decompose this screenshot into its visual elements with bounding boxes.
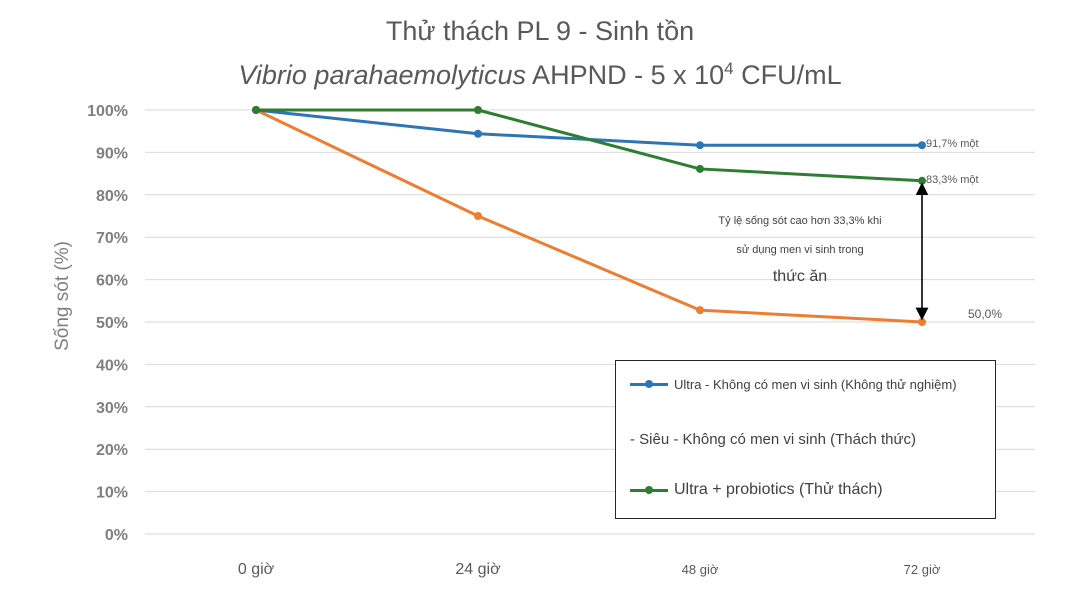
series-line — [256, 108, 923, 183]
data-point — [252, 106, 260, 114]
y-tick-label: 50% — [96, 315, 128, 332]
data-point — [696, 141, 704, 150]
subtitle-italic: Vibrio parahaemolyticus — [238, 60, 527, 90]
data-point — [696, 306, 704, 315]
y-tick-label: 30% — [96, 400, 128, 417]
y-tick-label: 100% — [87, 103, 128, 120]
end-label-ultra: 91,7% một — [926, 138, 979, 150]
data-point — [918, 141, 926, 150]
y-tick-label: 90% — [96, 145, 128, 162]
legend-swatch-ultra — [630, 380, 668, 388]
legend-swatch-probiotics — [630, 485, 668, 494]
annotation-line3: thức ăn — [772, 268, 828, 285]
end-label-probiotics: 83,3% một — [926, 174, 979, 186]
subtitle-tail: CFU/mL — [733, 60, 842, 90]
data-point — [474, 106, 482, 114]
chart-subtitle: Vibrio parahaemolyticus AHPND - 5 x 104 … — [0, 60, 1080, 91]
legend-label-probiotics: Ultra + probiotics (Thử thách) — [674, 481, 883, 498]
data-point — [696, 164, 704, 173]
legend-label-sieu: - Siêu - Không có men vi sinh (Thách thứ… — [630, 431, 916, 448]
legend-item-ultra: Ultra - Không có men vi sinh (Không thử … — [630, 377, 957, 392]
series-line — [255, 108, 923, 324]
legend-label-ultra: Ultra - Không có men vi sinh (Không thử … — [674, 377, 957, 392]
legend: Ultra - Không có men vi sinh (Không thử … — [615, 360, 996, 519]
x-tick-label: 24 giờ — [455, 561, 501, 578]
x-tick-label: 48 giờ — [682, 562, 719, 577]
y-tick-label: 60% — [96, 273, 128, 290]
end-label-sieu: 50,0% — [968, 307, 1003, 321]
data-point — [918, 318, 926, 326]
y-tick-label: 0% — [105, 527, 128, 544]
x-tick-labels: 0 giờ 24 giờ 48 giờ 72 giờ — [238, 561, 941, 578]
x-tick-label: 0 giờ — [238, 561, 275, 578]
y-tick-label: 40% — [96, 357, 128, 374]
data-point — [918, 176, 926, 185]
y-tick-labels: 0% 10% 20% 30% 40% 50% 60% 70% 80% 90% 100% — [87, 103, 128, 544]
series-lines — [252, 106, 926, 326]
subtitle-rest: AHPND - 5 x 10 — [526, 60, 725, 90]
annotation-line2: sử dụng men vi sinh trong — [736, 244, 864, 256]
y-tick-label: 20% — [96, 442, 128, 459]
x-tick-label: 72 giờ — [904, 562, 941, 577]
legend-item-probiotics: Ultra + probiotics (Thử thách) — [630, 481, 883, 499]
data-point — [474, 129, 482, 138]
data-point — [474, 212, 482, 220]
y-axis-label: Sống sót (%) — [52, 241, 73, 351]
y-tick-label: 80% — [96, 188, 128, 205]
chart-title: Thử thách PL 9 - Sinh tồn — [385, 16, 695, 46]
gridlines — [145, 109, 1035, 535]
annotation-line1: Tỷ lệ sống sót cao hơn 33,3% khi — [718, 215, 882, 227]
y-tick-label: 10% — [96, 485, 128, 502]
legend-item-sieu: - Siêu - Không có men vi sinh (Thách thứ… — [630, 431, 916, 448]
subtitle-exponent: 4 — [724, 59, 734, 78]
y-tick-label: 70% — [96, 230, 128, 247]
